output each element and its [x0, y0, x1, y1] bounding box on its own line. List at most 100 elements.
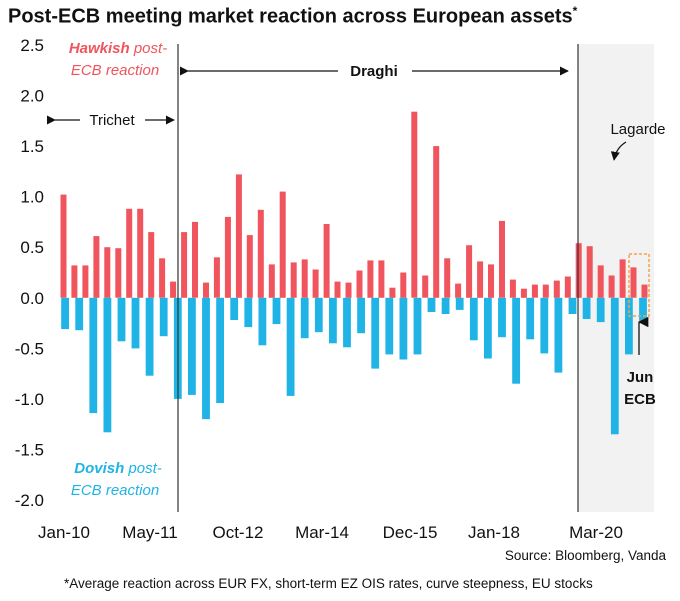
- hawkish-bar: [521, 289, 527, 298]
- dovish-bar: [230, 298, 238, 320]
- trichet-label: Trichet: [89, 112, 135, 129]
- hawkish-bar: [137, 209, 143, 298]
- x-tick-label: Oct-12: [212, 523, 263, 542]
- dovish-bar: [132, 298, 140, 349]
- hawkish-series: [61, 112, 648, 298]
- dovish-bar: [118, 298, 126, 342]
- hawkish-bar: [422, 276, 428, 298]
- hawkish-bar: [554, 281, 560, 298]
- hawkish-bar: [115, 248, 121, 298]
- draghi-label: Draghi: [350, 63, 398, 80]
- hawkish-annotation: Hawkish post-: [69, 40, 167, 57]
- hawkish-bar: [532, 285, 538, 298]
- hawkish-bar: [291, 262, 297, 297]
- dovish-bar: [385, 298, 393, 355]
- dovish-bar: [188, 298, 196, 395]
- dovish-bar: [526, 298, 534, 340]
- hawkish-bar: [400, 273, 406, 298]
- x-axis-ticks: Jan-10 May-11 Oct-12 Mar-14 Dec-15 Jan-18 Mar-…: [38, 523, 623, 542]
- dovish-bar: [470, 298, 478, 341]
- hawkish-bar: [181, 232, 187, 298]
- y-tick-label: 1.5: [20, 137, 44, 156]
- dovish-bar: [343, 298, 351, 348]
- dovish-bar: [414, 298, 422, 355]
- dovish-bar: [315, 298, 323, 332]
- x-tick-label: Mar-20: [569, 523, 623, 542]
- hawkish-bar: [258, 210, 264, 298]
- hawkish-bar: [280, 192, 286, 298]
- hawkish-bar: [214, 257, 220, 297]
- y-tick-label: 2.0: [20, 87, 44, 106]
- dovish-bar: [597, 298, 605, 322]
- x-tick-label: Jan-10: [38, 523, 90, 542]
- x-tick-label: Mar-14: [295, 523, 349, 542]
- hawkish-bar: [61, 195, 67, 298]
- dovish-bar: [160, 298, 168, 336]
- jun-ecb-label-line1: Jun: [627, 369, 654, 386]
- hawkish-bar: [499, 221, 505, 298]
- x-tick-label: Jan-18: [468, 523, 520, 542]
- hawkish-bar: [159, 258, 165, 297]
- hawkish-bar: [367, 260, 373, 297]
- dovish-bar: [400, 298, 408, 360]
- hawkish-bar: [192, 222, 198, 298]
- hawkish-bar: [225, 217, 231, 298]
- bar-chart: 2.5 2.0 1.5 1.0 0.5 0.0 -0.5 -1.0 -1.5 -2.0 Jan-1…: [0, 0, 680, 560]
- hawkish-bar: [247, 235, 253, 298]
- hawkish-bar: [378, 260, 384, 297]
- hawkish-bar: [576, 243, 582, 298]
- dovish-bar: [583, 298, 591, 319]
- hawkish-bar: [82, 265, 88, 297]
- dovish-bar: [639, 298, 647, 321]
- y-tick-label: 0.0: [20, 289, 44, 308]
- x-tick-label: May-11: [122, 523, 177, 542]
- dovish-bar: [301, 298, 309, 338]
- footnote: *Average reaction across EUR FX, short-t…: [64, 576, 593, 591]
- dovish-bar: [75, 298, 83, 330]
- x-tick-label: Dec-15: [383, 523, 438, 542]
- dovish-bar: [484, 298, 492, 359]
- hawkish-bar: [609, 276, 615, 298]
- dovish-bar: [498, 298, 506, 337]
- y-tick-label: -1.0: [15, 390, 44, 409]
- hawkish-bar: [642, 285, 648, 298]
- dovish-bar: [428, 298, 436, 312]
- jun-ecb-label-line2: ECB: [624, 391, 656, 408]
- dovish-bar: [244, 298, 252, 327]
- hawkish-bar: [71, 265, 77, 297]
- dovish-annotation-line2: ECB reaction: [71, 482, 159, 499]
- dovish-bar: [259, 298, 267, 346]
- dovish-bar: [216, 298, 224, 403]
- hawkish-bar: [357, 271, 363, 298]
- hawkish-bar: [302, 259, 308, 297]
- y-tick-label: -1.5: [15, 440, 44, 459]
- dovish-bar: [442, 298, 450, 314]
- dovish-bar: [371, 298, 379, 369]
- dovish-bar: [61, 298, 69, 329]
- dovish-bar: [273, 298, 281, 324]
- hawkish-bar: [236, 174, 242, 297]
- hawkish-bar: [104, 247, 110, 298]
- hawkish-bar: [488, 264, 494, 297]
- chart-page: Post-ECB meeting market reaction across …: [0, 0, 680, 601]
- lagarde-label: Lagarde: [610, 121, 665, 138]
- dovish-bar: [456, 298, 464, 310]
- dovish-bar: [104, 298, 112, 433]
- dovish-bar: [555, 298, 563, 373]
- hawkish-bar: [598, 265, 604, 297]
- hawkish-bar: [269, 264, 275, 297]
- hawkish-bar: [477, 261, 483, 297]
- dovish-bar: [569, 298, 577, 314]
- hawkish-bar: [148, 232, 154, 298]
- hawkish-bar: [631, 267, 637, 297]
- dovish-annotation: Dovish post-: [74, 460, 162, 477]
- hawkish-bar: [587, 246, 593, 298]
- hawkish-bar: [455, 284, 461, 298]
- dovish-series: [61, 298, 647, 435]
- dovish-bar: [329, 298, 337, 344]
- dovish-bar: [202, 298, 210, 419]
- hawkish-bar: [126, 209, 132, 298]
- hawkish-bar: [346, 283, 352, 298]
- hawkish-bar: [510, 280, 516, 298]
- hawkish-bar: [203, 283, 209, 298]
